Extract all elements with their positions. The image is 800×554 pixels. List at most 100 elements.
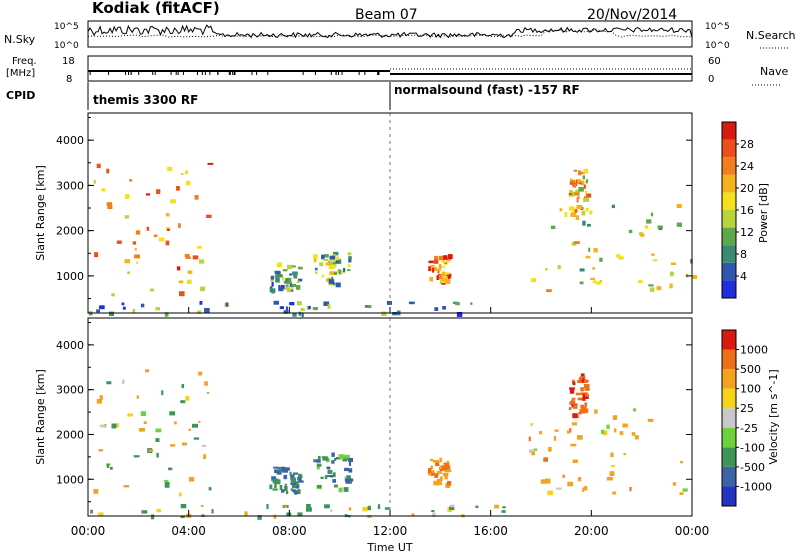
echo-cell	[501, 510, 506, 513]
echo-cell	[153, 234, 158, 238]
echo-cell	[580, 387, 584, 392]
echo-cell	[574, 241, 580, 245]
echo-cell	[568, 193, 573, 196]
echo-cell	[294, 490, 298, 495]
echo-cell	[188, 428, 191, 431]
echo-cell	[587, 223, 591, 227]
echo-cell	[291, 289, 294, 292]
echo-cell	[539, 431, 543, 435]
echo-cell	[136, 261, 139, 264]
echo-cell	[338, 454, 345, 459]
echo-cell	[432, 460, 439, 463]
colorbar-tick-label: 20	[740, 182, 754, 195]
echo-cell	[583, 380, 589, 383]
echo-cell	[141, 510, 148, 514]
echo-cell	[348, 457, 353, 462]
echo-cell	[455, 302, 460, 306]
echo-cell	[348, 256, 352, 260]
echo-cell	[132, 241, 137, 245]
x-tick-label: 08:00	[272, 524, 307, 538]
echo-cell	[169, 411, 176, 416]
echo-cell	[580, 373, 585, 377]
echo-cell	[200, 286, 205, 292]
echo-cell	[317, 485, 322, 488]
echo-cell	[346, 269, 351, 272]
echo-cell	[273, 514, 277, 519]
echo-cell	[199, 301, 203, 305]
echo-cell	[585, 190, 588, 194]
echo-cell	[377, 504, 381, 510]
echo-cell	[556, 487, 562, 490]
echo-cell	[283, 467, 290, 471]
echo-cell	[347, 252, 352, 256]
echo-cell	[93, 488, 99, 494]
echo-cell	[279, 485, 283, 490]
echo-cell	[436, 275, 440, 280]
colorbar-segment	[722, 139, 736, 158]
echo-cell	[291, 483, 297, 489]
echo-cell	[575, 189, 581, 193]
echo-cell	[581, 210, 586, 216]
echo-cell	[546, 289, 552, 293]
echo-cell	[161, 390, 164, 396]
echo-cell	[571, 179, 575, 184]
echo-cell	[270, 275, 274, 280]
echo-cell	[306, 504, 311, 508]
echo-cell	[569, 428, 572, 433]
echo-cell	[106, 381, 112, 385]
echo-cell	[573, 169, 578, 172]
echo-cell	[577, 180, 582, 183]
echo-cell	[328, 279, 335, 284]
nsky-line	[87, 24, 693, 39]
echo-cell	[244, 511, 248, 516]
echo-cell	[430, 265, 435, 269]
y-tick-label: 4000	[56, 339, 84, 352]
echo-cell	[289, 282, 293, 287]
echo-cell	[440, 280, 446, 284]
echo-cell	[225, 302, 229, 307]
echo-cell	[136, 395, 139, 399]
echo-cell	[580, 172, 586, 175]
echo-cell	[325, 278, 329, 282]
echo-cell	[440, 465, 445, 469]
echo-cell	[447, 480, 452, 486]
colorbar-tick-label: -25	[740, 422, 758, 435]
colorbar-tick-label: 12	[740, 226, 754, 239]
echo-cell	[178, 280, 184, 284]
echo-cell	[540, 479, 547, 484]
echo-cell	[494, 504, 499, 509]
echo-cell	[431, 510, 435, 512]
echo-cell	[207, 162, 214, 165]
echo-cell	[628, 229, 633, 234]
echo-cell	[301, 312, 304, 318]
echo-cell	[316, 459, 321, 463]
y-tick-label: 3000	[56, 179, 84, 192]
echo-cell	[196, 245, 202, 249]
colorbar-tick-label: 1000	[740, 344, 768, 357]
echo-cell	[180, 504, 187, 509]
nave-tick-bottom: 0	[708, 74, 714, 85]
echo-cell	[284, 483, 287, 487]
echo-cell	[570, 212, 577, 217]
echo-cell	[470, 302, 473, 305]
echo-cell	[572, 397, 576, 400]
echo-cell	[579, 268, 585, 272]
echo-cell	[98, 512, 104, 516]
echo-cell	[328, 470, 333, 474]
echo-cell	[96, 309, 100, 313]
power-ylabel: Slant Range [km]	[34, 165, 47, 261]
echo-cell	[338, 487, 343, 493]
echo-cell	[443, 276, 448, 279]
echo-cell	[289, 471, 292, 476]
echo-cell	[575, 215, 580, 220]
echo-cell	[438, 276, 443, 280]
echo-cell	[298, 473, 302, 477]
echo-cell	[637, 280, 643, 284]
echo-cell	[585, 395, 589, 399]
echo-cell	[145, 193, 151, 196]
echo-cell	[432, 512, 436, 517]
echo-cell	[583, 168, 589, 174]
echo-cell	[581, 180, 585, 186]
echo-cell	[300, 308, 305, 311]
echo-cell	[444, 279, 451, 284]
